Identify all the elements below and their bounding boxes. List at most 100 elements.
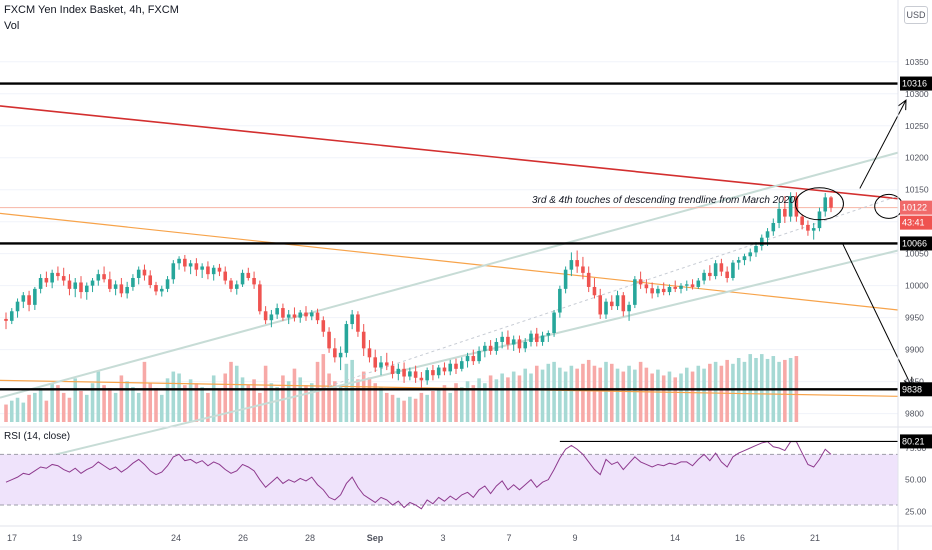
volume-bar (690, 371, 695, 422)
rsi-line (5, 441, 832, 510)
candle-body (96, 274, 101, 281)
volume-bar (702, 368, 706, 422)
candle-body (356, 314, 360, 332)
volume-bar (321, 354, 326, 422)
volume-bar (511, 371, 516, 422)
candle-body (361, 331, 366, 349)
candle-body (708, 272, 712, 277)
time-tick-label: 28 (305, 533, 315, 543)
time-tick-label: 16 (735, 533, 745, 543)
volume-bar (344, 363, 349, 422)
volume-bars (4, 354, 799, 422)
candle-body (506, 336, 510, 345)
candle-body (488, 345, 493, 351)
price-axis[interactable]: 1035010300102501020010150101001005010000… (897, 0, 932, 550)
volume-bar (38, 388, 43, 422)
candle-body (154, 285, 158, 292)
time-tick-label: 24 (171, 533, 181, 543)
volume-bar (609, 363, 614, 422)
volume-bar (483, 383, 487, 422)
volume-bar (471, 385, 476, 422)
annotation-text: 3rd & 4th touches of descending trendlin… (532, 195, 798, 206)
volume-bar (252, 379, 256, 422)
volume-bar (529, 373, 533, 422)
volume-bar (713, 361, 718, 422)
volume-bar (408, 396, 412, 422)
candle-body (794, 196, 799, 217)
volume-bar (373, 383, 378, 422)
currency-button[interactable]: USD (904, 6, 928, 24)
candle-body (350, 314, 354, 325)
rsi-tick-label: 25.00 (905, 506, 927, 516)
candle-body (217, 267, 222, 272)
volume-bar (442, 385, 447, 422)
candle-body (563, 269, 568, 289)
candle-body (448, 363, 453, 372)
volume-bar (500, 373, 504, 422)
volume-bar (309, 383, 314, 422)
candle-body (609, 301, 614, 307)
candle-body (621, 295, 626, 312)
volume-bar (742, 361, 747, 422)
volume-bar (165, 378, 170, 422)
price-tick-label: 9850 (905, 377, 924, 387)
candle-body (465, 356, 470, 362)
candles[interactable] (4, 192, 833, 389)
volume-bar (188, 379, 193, 422)
candle-body (754, 246, 758, 253)
volume-bar (125, 381, 129, 422)
candle-body (79, 282, 83, 293)
last-price-tag: 10122 (902, 203, 927, 213)
volume-bar (286, 381, 291, 422)
candle-body (431, 370, 435, 376)
candle-body (136, 269, 141, 278)
volume-bar (488, 375, 493, 422)
candle-body (604, 301, 608, 315)
candle-body (517, 339, 522, 349)
volume-bar (234, 365, 239, 422)
level-tag-bg (900, 76, 932, 91)
volume-bar (200, 387, 204, 422)
candle-body (673, 286, 678, 289)
volume-bar (367, 377, 372, 422)
candle-body (206, 266, 210, 275)
candle-body (471, 356, 476, 362)
time-axis[interactable]: 17 19 24 26 28 Sep 3 7 9 14 16 21 (0, 525, 932, 543)
candle-body (33, 288, 37, 305)
last-price-tag-bg (900, 200, 932, 215)
candle-body (131, 277, 135, 287)
volume-bar (27, 394, 31, 422)
price-tick-label: 10200 (905, 153, 929, 163)
candle-body (765, 231, 770, 238)
volume-bar (696, 365, 701, 422)
volume-bar (263, 365, 268, 422)
volume-bar (44, 400, 49, 422)
volume-bar (644, 367, 649, 422)
volume-bar (171, 371, 176, 422)
horizontal-levels[interactable] (0, 82, 898, 391)
volume-bar (436, 388, 441, 422)
volume-bar (67, 397, 72, 422)
candle-body (436, 367, 441, 376)
channel-upper (0, 151, 899, 399)
candle-body (67, 280, 72, 289)
volume-bar (33, 392, 37, 422)
rsi-tick-label: 50.00 (905, 475, 927, 485)
candle-body (661, 288, 666, 293)
candle-body (113, 284, 118, 289)
candle-body (558, 288, 562, 313)
candle-body (142, 269, 147, 276)
volume-bar (517, 375, 522, 422)
volume-bar (598, 367, 603, 422)
candle-body (315, 312, 320, 321)
candle-body (165, 279, 170, 289)
candle-body (61, 276, 66, 281)
volume-bar (494, 379, 499, 422)
candle-body (731, 262, 735, 278)
volume-bar (211, 375, 216, 422)
grid (0, 61, 898, 415)
symbol-title[interactable]: FXCM Yen Index Basket, 4h, FXCM (4, 4, 179, 16)
volume-label: Vol (4, 20, 20, 32)
candle-body (344, 324, 349, 353)
